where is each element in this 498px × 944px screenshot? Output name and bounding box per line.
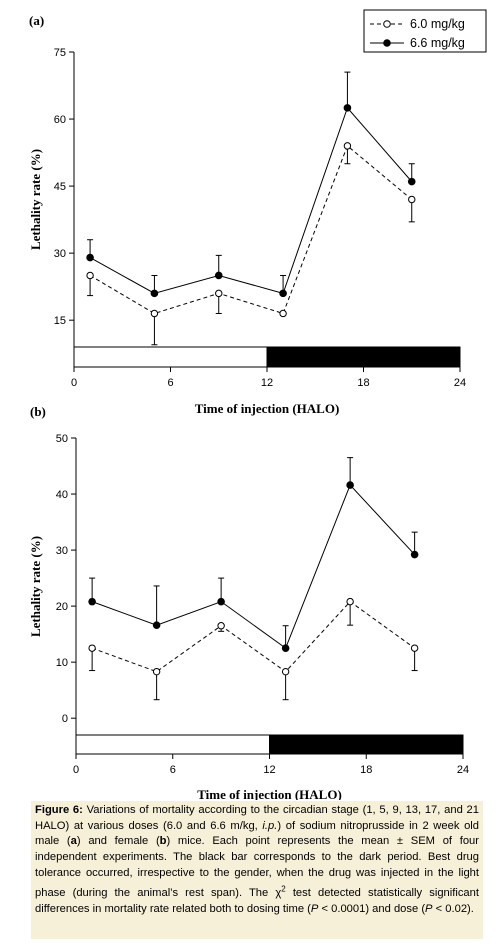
data-point (215, 289, 223, 298)
data-point (152, 667, 161, 676)
x-tick-label: 12 (261, 377, 273, 389)
dark-phase-bar (269, 734, 464, 755)
chart-panel-b: (b) 0 10 20 30 40 50 Lethality rate (%) 0 6 12 18 24… (28, 404, 469, 800)
y-tick-label: 30 (54, 248, 66, 260)
caption-segment: b (159, 835, 167, 848)
data-point (346, 597, 354, 606)
data-point (88, 644, 96, 652)
y-tick-label: 30 (56, 545, 68, 557)
series-line-6-6-mg-kg (89, 106, 413, 294)
y-tick-label: 60 (54, 114, 66, 126)
data-point (279, 309, 287, 318)
legend-marker (383, 20, 391, 28)
data-point (410, 644, 419, 652)
y-axis-title: Lethality rate (%) (28, 149, 43, 250)
data-point (343, 142, 352, 150)
data-point (281, 644, 290, 652)
x-tick-label: 18 (360, 764, 372, 776)
x-axis-title: Time of injection (HALO) (195, 401, 340, 416)
x-tick-label: 18 (357, 377, 369, 389)
x-tick-label: 0 (73, 764, 79, 776)
data-point (346, 481, 354, 489)
dark-phase-bar (266, 346, 461, 368)
x-tick-label: 12 (263, 764, 275, 776)
x-tick-label: 24 (457, 764, 469, 776)
legend-label: 6.6 mg/kg (410, 36, 465, 50)
panel-label: (a) (29, 13, 44, 28)
data-point (88, 597, 96, 606)
light-phase-bar (73, 346, 268, 368)
data-point (86, 253, 94, 262)
x-tick-label: 24 (454, 377, 466, 389)
data-point (217, 622, 225, 630)
data-point (217, 597, 225, 606)
y-tick-label: 75 (54, 47, 66, 59)
data-point (150, 289, 159, 298)
chart-panel-a: (a) 15 30 45 60 75 Lethality rate (%) 0 6 12 18 24 T… (28, 9, 487, 416)
caption-segment: Variations of mortality according to the… (35, 804, 479, 832)
data-point (408, 195, 416, 204)
data-point (281, 667, 290, 676)
series-line-6-0-mg-kg (89, 145, 413, 315)
x-tick-label: 0 (71, 377, 77, 389)
caption-segment: 2 (281, 884, 286, 894)
caption-segment: < 0.0001) and dose ( (318, 902, 426, 915)
y-tick-label: 40 (56, 489, 68, 501)
light-phase-bar (75, 734, 270, 755)
caption-segment: P (310, 902, 319, 915)
y-tick-label: 0 (62, 713, 68, 725)
legend-label: 6.0 mg/kg (410, 17, 465, 31)
figure-caption: Figure 6: Variations of mortality accord… (31, 801, 483, 939)
caption-segment: < 0.02). (432, 902, 474, 915)
series-line-6-0-mg-kg (91, 600, 415, 673)
data-point (86, 271, 94, 280)
legend-marker (383, 39, 391, 47)
x-tick-label: 6 (167, 377, 173, 389)
caption-label: Figure 6: (35, 804, 83, 816)
y-tick-label: 20 (56, 601, 68, 613)
data-point (279, 289, 287, 298)
series-line-6-6-mg-kg (91, 484, 415, 649)
y-tick-label: 45 (54, 181, 66, 193)
caption-body: Variations of mortality according to the… (35, 804, 479, 915)
caption-segment: ) and female ( (76, 835, 160, 848)
y-tick-label: 15 (54, 315, 66, 327)
caption-segment: ) of sodium nitroprusside in 2 week old … (35, 819, 479, 848)
y-tick-label: 10 (56, 657, 68, 669)
data-point (150, 309, 159, 318)
legend: 6.0 mg/kg 6.6 mg/kg (363, 9, 487, 53)
caption-segment: ) mice. Each point represents the mean ±… (35, 835, 479, 900)
caption-segment: i.p. (262, 819, 278, 832)
data-point (407, 177, 416, 186)
x-tick-label: 6 (170, 764, 176, 776)
caption-segment: test detected statistically significant … (35, 887, 479, 915)
panel-label: (b) (30, 404, 46, 419)
y-tick-label: 50 (56, 433, 68, 445)
caption-segment: P (425, 902, 433, 915)
data-point (214, 271, 223, 280)
data-point (410, 550, 419, 559)
x-axis-title: Time of injection (HALO) (197, 787, 342, 800)
data-point (343, 104, 352, 112)
data-point (152, 621, 161, 629)
y-axis-title: Lethality rate (%) (28, 536, 43, 637)
caption-segment: a (70, 835, 77, 848)
